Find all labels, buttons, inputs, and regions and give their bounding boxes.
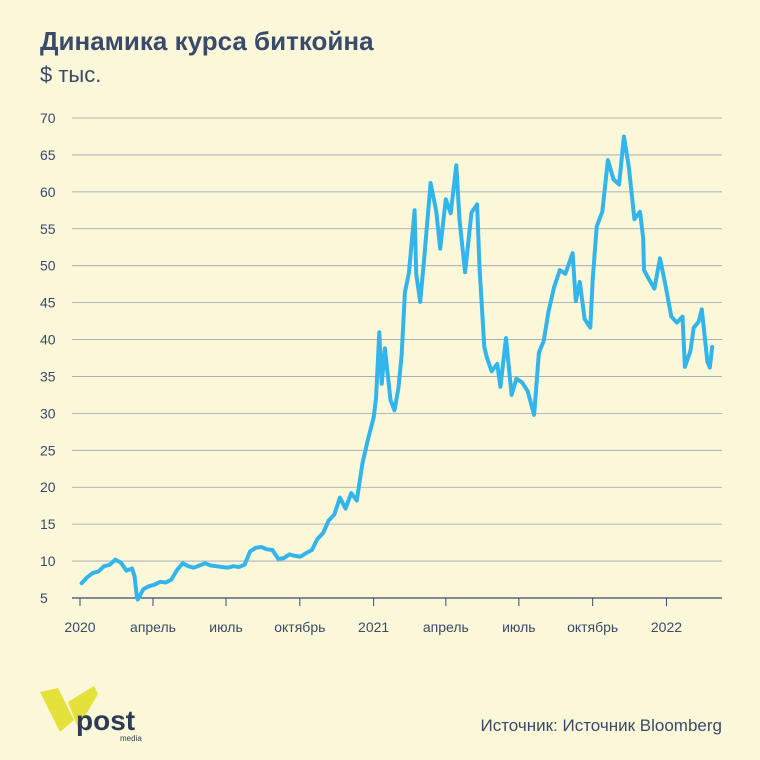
x-tick-label: октябрь	[274, 619, 325, 635]
logo-subtext: media	[120, 734, 142, 743]
chart-title: Динамика курса биткойна	[40, 26, 374, 56]
y-tick-label: 55	[40, 221, 56, 237]
logo-mark-shape	[40, 688, 74, 732]
y-tick-label: 40	[40, 332, 56, 348]
chart-subtitle: $ тыс.	[40, 62, 102, 87]
y-tick-label: 50	[40, 258, 56, 274]
x-tick-label: июль	[209, 619, 242, 635]
series-line	[79, 134, 715, 602]
x-tick-label: апрель	[130, 619, 176, 635]
logo-text: post	[76, 705, 135, 736]
y-axis-ticks: 5 10 15 20 25 30 35 40 45 50 55 60 65 70	[40, 110, 56, 606]
x-tick-label: июль	[502, 619, 535, 635]
x-tick-label: октябрь	[567, 619, 618, 635]
x-tick-label: апрель	[423, 619, 469, 635]
x-axis-ticks: 2020 апрель июль октябрь 2021 апрель июль октяб…	[64, 598, 682, 635]
y-tick-label: 5	[40, 590, 48, 606]
y-tick-label: 10	[40, 553, 56, 569]
y-tick-label: 20	[40, 479, 56, 495]
y-tick-label: 45	[40, 295, 56, 311]
grid-lines	[72, 117, 722, 599]
y-tick-label: 30	[40, 405, 56, 421]
y-tick-label: 60	[40, 184, 56, 200]
post-media-logo: post media	[40, 686, 142, 743]
y-tick-label: 65	[40, 147, 56, 163]
y-tick-label: 25	[40, 442, 56, 458]
x-tick-label: 2021	[358, 619, 389, 635]
y-tick-label: 15	[40, 516, 56, 532]
x-tick-label: 2020	[64, 619, 95, 635]
y-tick-label: 35	[40, 368, 56, 384]
logo-mark-shape-2	[68, 686, 98, 728]
x-tick-label: 2022	[651, 619, 682, 635]
y-tick-label: 70	[40, 110, 56, 126]
source-note: Источник: Источник Bloomberg	[480, 716, 722, 735]
